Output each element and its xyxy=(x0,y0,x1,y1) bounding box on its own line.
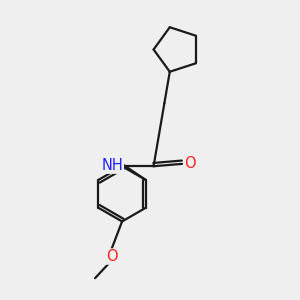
Text: O: O xyxy=(184,156,196,171)
Text: O: O xyxy=(106,249,117,264)
Text: NH: NH xyxy=(102,158,123,173)
